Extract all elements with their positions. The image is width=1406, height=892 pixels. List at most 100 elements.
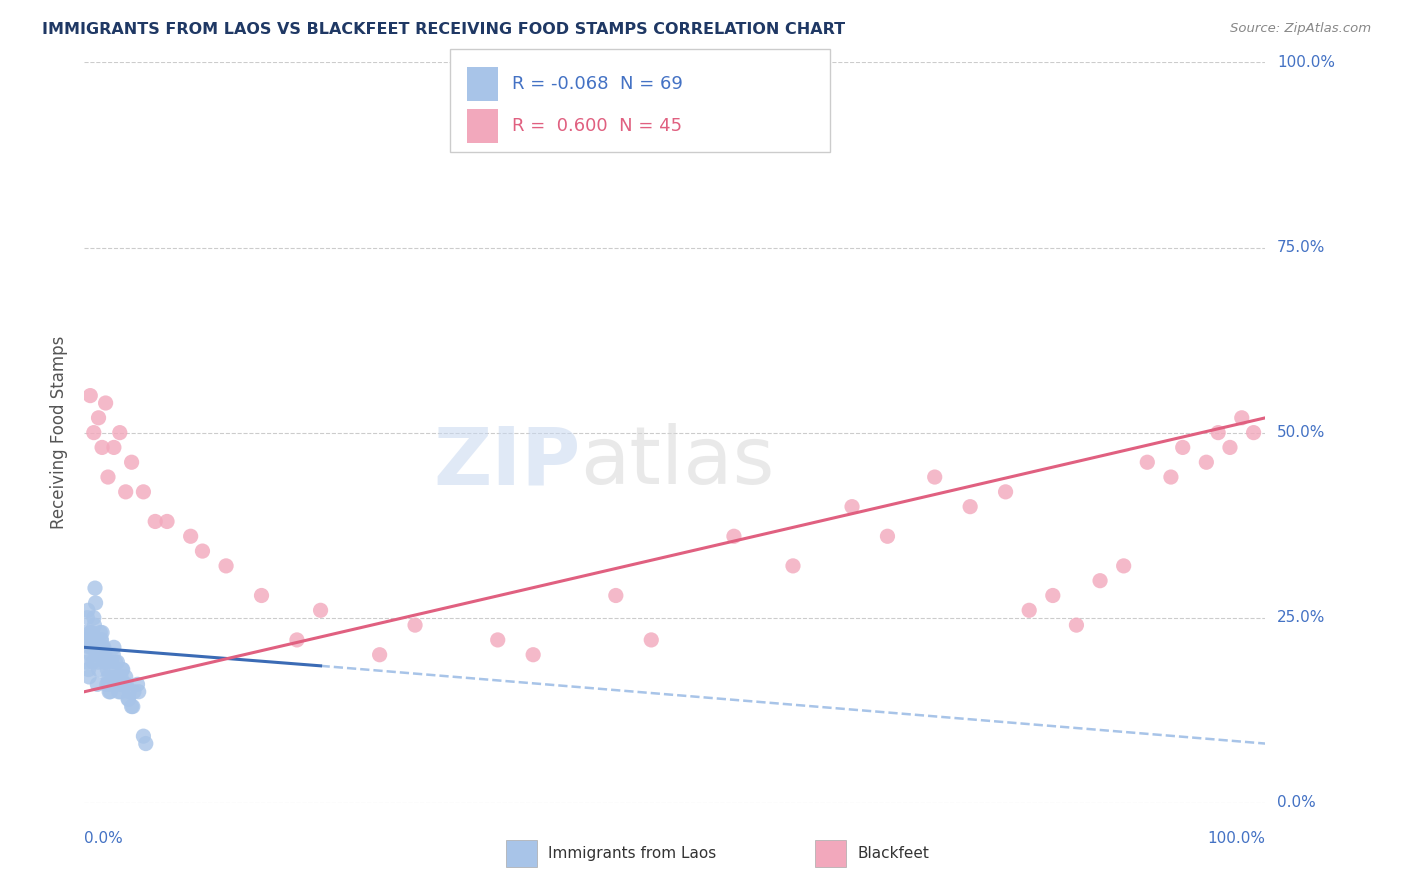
Point	[143, 515, 166, 529]
Point	[1088, 574, 1111, 588]
Point	[98, 685, 121, 699]
Point	[309, 603, 332, 617]
Point	[132, 729, 155, 743]
Point	[84, 596, 107, 610]
Point	[115, 677, 138, 691]
Point	[76, 611, 98, 625]
Point	[84, 648, 107, 662]
Point	[959, 500, 981, 514]
Point	[1136, 455, 1159, 469]
Text: 50.0%: 50.0%	[1277, 425, 1326, 440]
Text: 100.0%: 100.0%	[1277, 55, 1336, 70]
Point	[285, 632, 308, 647]
Point	[80, 625, 103, 640]
Point	[80, 640, 103, 655]
Point	[121, 699, 143, 714]
Text: R =  0.600  N = 45: R = 0.600 N = 45	[512, 117, 682, 135]
Point	[75, 625, 97, 640]
Text: 100.0%: 100.0%	[1208, 831, 1265, 846]
Point	[89, 640, 111, 655]
Point	[79, 389, 101, 403]
Point	[180, 529, 202, 543]
Point	[132, 484, 155, 499]
Text: 25.0%: 25.0%	[1277, 610, 1326, 625]
Point	[215, 558, 238, 573]
Text: IMMIGRANTS FROM LAOS VS BLACKFEET RECEIVING FOOD STAMPS CORRELATION CHART: IMMIGRANTS FROM LAOS VS BLACKFEET RECEIV…	[42, 22, 845, 37]
Point	[86, 640, 108, 655]
Point	[640, 632, 662, 647]
Point	[1230, 410, 1253, 425]
Point	[110, 670, 132, 684]
Point	[107, 670, 129, 684]
Point	[522, 648, 544, 662]
Point	[108, 677, 131, 691]
Point	[87, 410, 110, 425]
Point	[924, 470, 946, 484]
Point	[841, 500, 863, 514]
Point	[723, 529, 745, 543]
Point	[103, 441, 125, 455]
Point	[91, 625, 114, 640]
Point	[90, 632, 112, 647]
Point	[108, 425, 131, 440]
Point	[110, 685, 132, 699]
Point	[91, 640, 114, 655]
Point	[82, 655, 104, 669]
Point	[76, 632, 98, 647]
Point	[77, 663, 100, 677]
Text: 0.0%: 0.0%	[1277, 796, 1316, 810]
Point	[94, 648, 117, 662]
Point	[97, 670, 120, 684]
Point	[103, 640, 125, 655]
Point	[1219, 441, 1241, 455]
Point	[107, 685, 129, 699]
Point	[103, 648, 125, 662]
Point	[114, 677, 136, 691]
Point	[96, 655, 118, 669]
Point	[156, 515, 179, 529]
Point	[83, 611, 105, 625]
Point	[84, 581, 107, 595]
Point	[97, 470, 120, 484]
Point	[83, 618, 105, 632]
Point	[114, 670, 136, 684]
Point	[91, 441, 114, 455]
Point	[191, 544, 214, 558]
Point	[111, 663, 134, 677]
Point	[77, 603, 100, 617]
Point	[404, 618, 426, 632]
Text: 0.0%: 0.0%	[84, 831, 124, 846]
Point	[127, 677, 149, 691]
Point	[486, 632, 509, 647]
Point	[111, 663, 134, 677]
Point	[77, 670, 100, 684]
Point	[93, 640, 115, 655]
Point	[80, 648, 103, 662]
Point	[94, 655, 117, 669]
Point	[1206, 425, 1229, 440]
Point	[135, 737, 157, 751]
Point	[79, 625, 101, 640]
Point	[98, 670, 121, 684]
Point	[250, 589, 273, 603]
Point	[94, 396, 117, 410]
Point	[1171, 441, 1194, 455]
Point	[1243, 425, 1265, 440]
Point	[96, 663, 118, 677]
Point	[76, 655, 98, 669]
Point	[122, 685, 145, 699]
Point	[97, 677, 120, 691]
Point	[368, 648, 391, 662]
Point	[118, 685, 141, 699]
Text: Source: ZipAtlas.com: Source: ZipAtlas.com	[1230, 22, 1371, 36]
Point	[1042, 589, 1064, 603]
Point	[96, 677, 118, 691]
Point	[79, 640, 101, 655]
Point	[89, 625, 111, 640]
Point	[75, 632, 97, 647]
Point	[605, 589, 627, 603]
Point	[1160, 470, 1182, 484]
Point	[91, 648, 114, 662]
Point	[1195, 455, 1218, 469]
Text: atlas: atlas	[581, 423, 775, 501]
